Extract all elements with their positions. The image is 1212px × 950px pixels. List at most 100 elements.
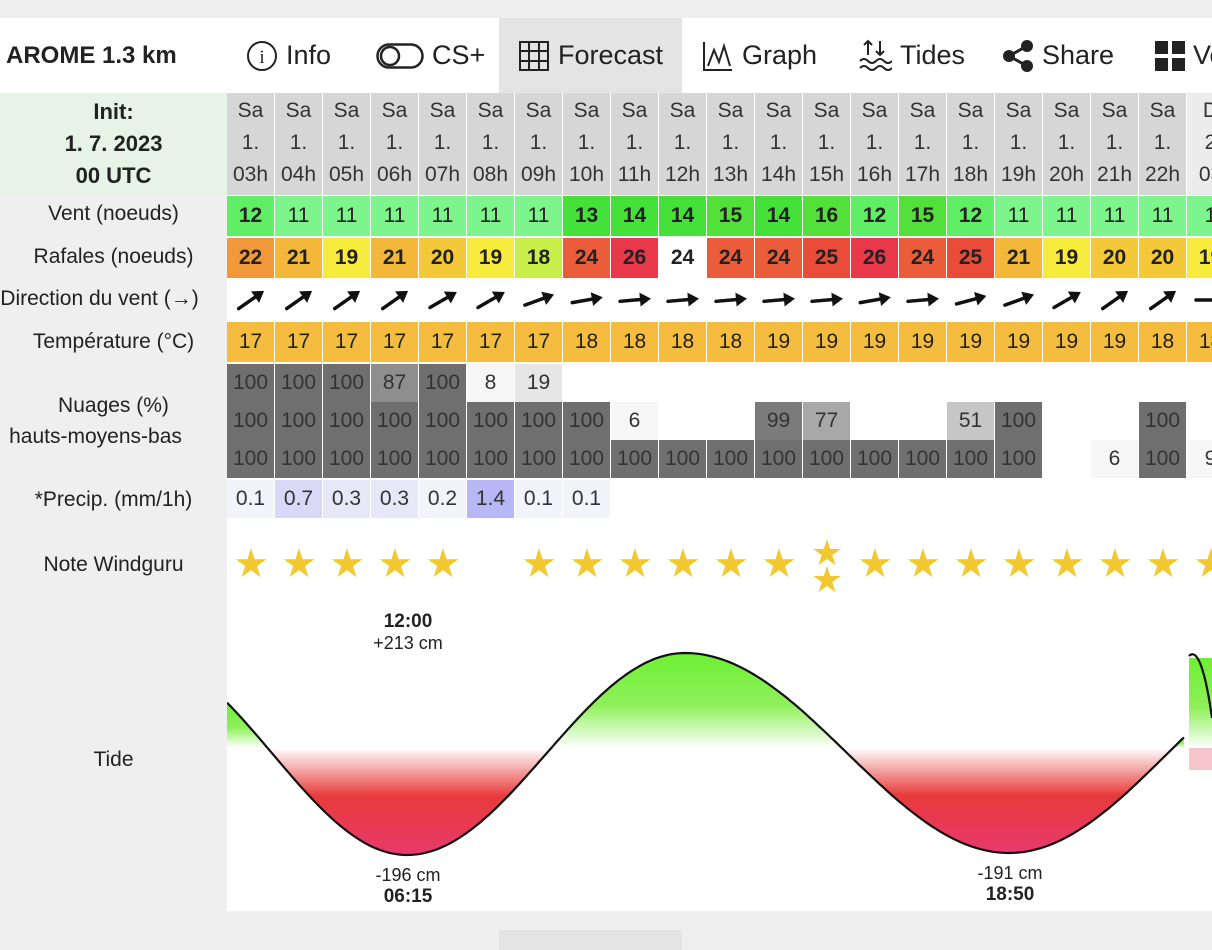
tab-graph[interactable]: Graph	[702, 18, 817, 93]
tab-tides-label: Tides	[900, 40, 966, 70]
time-hour: 21h	[1096, 163, 1133, 186]
time-hour: 18h	[952, 163, 989, 186]
tide-low2-height: -191 cm	[977, 863, 1043, 883]
time-day: Sa	[909, 99, 936, 122]
wind-cell: 14	[659, 196, 706, 236]
gust-cell: 26	[851, 238, 898, 278]
gust-cell: 24	[707, 238, 754, 278]
cloud-cell-cm: 77	[803, 402, 850, 440]
temperature-cell: 17	[467, 322, 514, 362]
forecast-table: Init: 1. 7. 2023 00 UTC Vent (noeuds) Ra…	[0, 93, 1212, 911]
time-hour: 05h	[328, 163, 365, 186]
time-date: 1.	[961, 131, 980, 154]
cloud-cell-ch: 87	[371, 364, 418, 402]
time-date: 1.	[1105, 131, 1124, 154]
cloud-cell-cm	[1187, 402, 1212, 440]
bottom-tab-indicator	[499, 930, 682, 950]
rating-star-icon: ★	[1049, 542, 1085, 586]
time-date: 1.	[289, 131, 308, 154]
cloud-cell-ch	[1139, 364, 1186, 402]
tab-cs-plus[interactable]: CS+	[376, 18, 485, 93]
tab-share[interactable]: Share	[1002, 18, 1114, 93]
toggle-icon	[376, 42, 424, 69]
graph-icon	[702, 40, 734, 72]
time-date: 1.	[241, 131, 260, 154]
cloud-cell-ch: 100	[419, 364, 466, 402]
init-label: Init:	[93, 99, 134, 124]
tides-icon	[858, 39, 892, 73]
temperature-cell: 19	[851, 322, 898, 362]
cloud-cell-cl: 100	[851, 440, 898, 478]
model-name[interactable]: AROME 1.3 km	[6, 42, 177, 69]
cloud-cell-cl: 100	[563, 440, 610, 478]
tab-more-label: Ve	[1193, 40, 1212, 70]
time-date: 1.	[433, 131, 452, 154]
wind-cell: 11	[419, 196, 466, 236]
tab-forecast[interactable]: Forecast	[499, 18, 682, 93]
temperature-cell: 19	[1043, 322, 1090, 362]
time-day: Sa	[669, 99, 696, 122]
time-hour: 12h	[664, 163, 701, 186]
gust-cell: 19	[323, 238, 370, 278]
tab-more[interactable]: Ve	[1155, 18, 1212, 93]
tab-info[interactable]: i Info	[246, 18, 331, 93]
cloud-cell-cl: 100	[755, 440, 802, 478]
time-header: Sa 1. 03h	[227, 93, 274, 195]
cloud-cell-ch: 100	[275, 364, 322, 402]
time-day: Sa	[717, 99, 744, 122]
wind-direction-arrow-icon	[515, 280, 563, 320]
cloud-cell-cl: 100	[419, 440, 466, 478]
time-date: 1.	[385, 131, 404, 154]
time-header: Sa 1. 09h	[515, 93, 562, 195]
tab-tides[interactable]: Tides	[858, 18, 965, 93]
cloud-cell-cm	[1091, 402, 1138, 440]
temperature-cell: 18	[659, 322, 706, 362]
time-day: Sa	[861, 99, 888, 122]
precip-cell: 1.4	[467, 480, 514, 518]
row-label-clouds-levels: hauts-moyens-bas	[9, 425, 182, 448]
time-day: Sa	[813, 99, 840, 122]
rating-star-icon: ★	[569, 542, 605, 586]
gust-cell: 19	[467, 238, 514, 278]
top-toolbar: AROME 1.3 km i Info CS+ Forecast Graph T…	[0, 18, 1212, 93]
tide-high-height: +213 cm	[373, 633, 443, 653]
precip-cell	[1091, 480, 1138, 518]
tide-chart	[227, 651, 1212, 857]
wind-cell: 1	[1187, 196, 1212, 236]
tab-share-label: Share	[1042, 40, 1115, 70]
temperature-cell: 19	[755, 322, 802, 362]
cloud-cell-ch	[851, 364, 898, 402]
precip-cell	[899, 480, 946, 518]
precip-cell	[611, 480, 658, 518]
tide-fill	[272, 748, 550, 855]
cloud-cell-cl: 100	[611, 440, 658, 478]
time-hour: 10h	[568, 163, 605, 186]
cloud-cell-cm	[707, 402, 754, 440]
wind-direction-arrow-icon	[323, 280, 371, 320]
cloud-cell-ch: 8	[467, 364, 514, 402]
wind-direction-arrow-icon	[275, 280, 323, 320]
rating-star-icon: ★	[810, 532, 844, 573]
rating-star-icon: ★	[1193, 542, 1212, 586]
share-icon	[1002, 39, 1034, 72]
rating-star-icon: ★	[1001, 542, 1037, 586]
wind-direction-arrow-icon	[803, 280, 851, 320]
cloud-cell-cm: 6	[611, 402, 658, 440]
time-header: Sa 1. 13h	[707, 93, 754, 195]
temperature-cell: 18	[563, 322, 610, 362]
wind-direction-arrow-icon	[1043, 280, 1091, 320]
time-header: Sa 1. 05h	[323, 93, 370, 195]
time-hour: 03h	[232, 163, 269, 186]
cloud-cell-cm: 99	[755, 402, 802, 440]
wind-cell: 11	[1043, 196, 1090, 236]
time-date: 2	[1204, 131, 1212, 154]
row-label-tide: Tide	[93, 748, 134, 771]
init-date: 1. 7. 2023	[64, 131, 163, 156]
time-date: 1.	[529, 131, 548, 154]
time-header: Sa 1. 11h	[611, 93, 658, 195]
tide-fill-next	[1189, 658, 1212, 748]
time-date: 1.	[865, 131, 884, 154]
wind-cell: 13	[563, 196, 610, 236]
rating-star-icon: ★	[810, 559, 844, 600]
temperature-cell: 19	[995, 322, 1042, 362]
